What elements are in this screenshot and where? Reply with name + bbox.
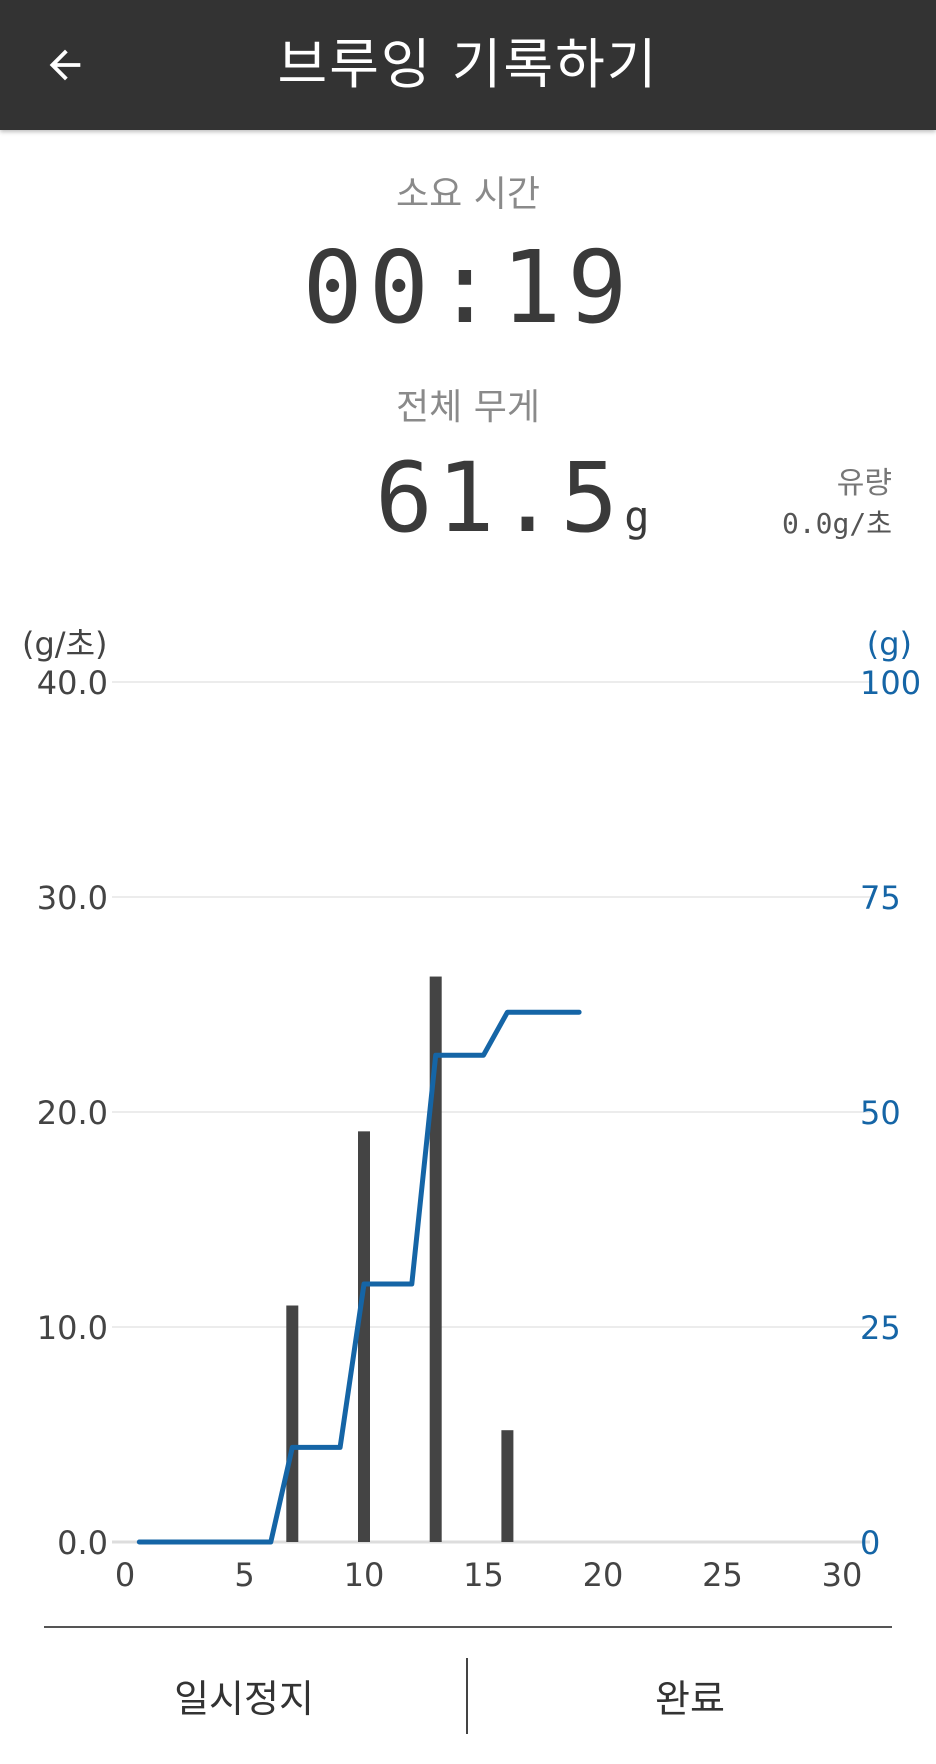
back-button[interactable] <box>30 30 100 100</box>
elapsed-time-value: 00:19 <box>302 229 634 346</box>
left-axis-tick-label: 20.0 <box>37 1094 108 1132</box>
left-axis-tick-label: 30.0 <box>37 879 108 917</box>
flow-rate-bar <box>429 976 442 1542</box>
app-bar: 브루잉 기록하기 <box>0 0 936 130</box>
right-axis-tick-label: 50 <box>860 1094 901 1132</box>
x-axis-tick-label: 25 <box>702 1556 743 1594</box>
arrow-left-icon <box>49 49 81 81</box>
x-axis-tick-label: 15 <box>463 1556 504 1594</box>
flow-rate-value: 0.0g/초 <box>781 507 892 540</box>
total-weight-label: 전체 무게 <box>396 387 540 428</box>
brewing-chart: 0.0 10.0 20.0 30.0 40.0 0 25 50 75 100 (g/초) (g) 0 5 1… <box>22 625 921 1594</box>
right-axis-tick-label: 100 <box>860 664 921 702</box>
total-weight-unit: g <box>624 492 650 541</box>
x-axis-tick-label: 20 <box>583 1556 624 1594</box>
weight-series-line <box>136 1009 582 1545</box>
flow-rate-bar <box>286 1305 299 1542</box>
right-axis-tick-label: 25 <box>860 1309 901 1347</box>
left-axis-label: (g/초) <box>22 625 108 663</box>
elapsed-time-label: 소요 시간 <box>396 174 540 215</box>
flow-rate-bar <box>358 1131 370 1542</box>
total-weight-display: 61.5g <box>375 438 649 586</box>
right-axis-tick-label: 0 <box>860 1524 880 1562</box>
done-button[interactable]: 완료 <box>655 1676 725 1721</box>
footer-divider-line <box>44 1626 892 1628</box>
left-axis-tick-label: 10.0 <box>37 1309 108 1347</box>
x-axis-tick-label: 5 <box>234 1556 254 1594</box>
page-title: 브루잉 기록하기 <box>277 33 659 96</box>
left-axis-tick-label: 40.0 <box>37 664 108 702</box>
flow-rate-bar <box>501 1430 514 1542</box>
left-axis-tick-label: 0.0 <box>57 1524 108 1562</box>
right-axis-tick-label: 75 <box>860 879 901 917</box>
flow-rate-label: 유량 <box>836 466 892 501</box>
x-axis-tick-label: 30 <box>822 1556 863 1594</box>
footer-button-divider <box>466 1658 468 1734</box>
total-weight-value: 61.5 <box>375 442 623 554</box>
x-axis-tick-label: 0 <box>115 1556 135 1594</box>
right-axis-label: (g) <box>867 625 912 663</box>
pause-button[interactable]: 일시정지 <box>174 1676 314 1721</box>
x-axis-tick-label: 10 <box>344 1556 385 1594</box>
